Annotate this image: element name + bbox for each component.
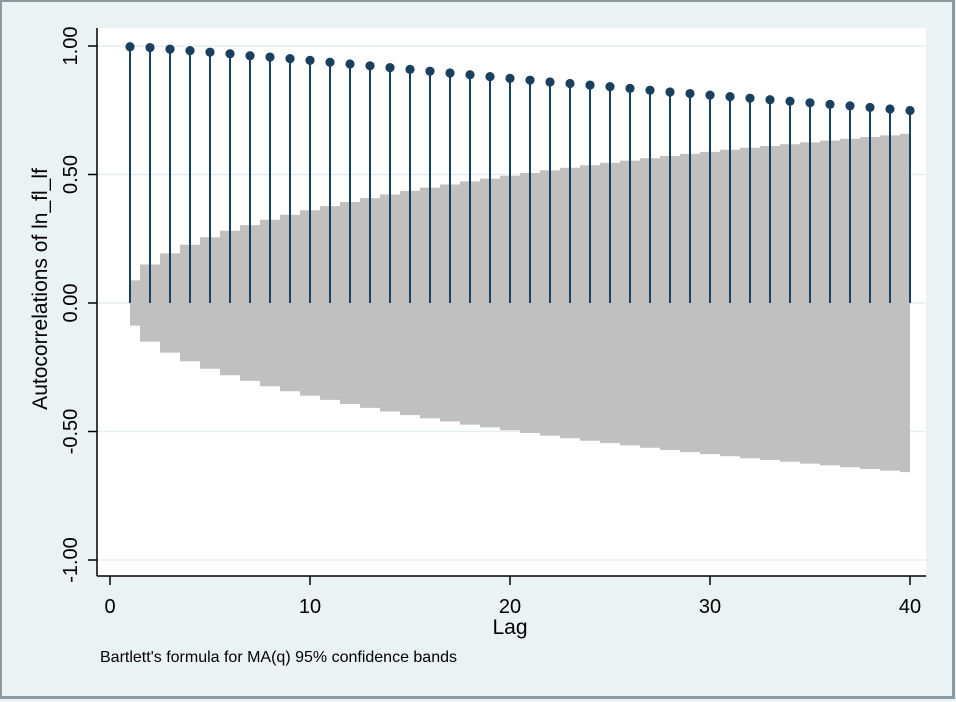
- x-tick-label: 40: [899, 596, 921, 618]
- acf-point: [465, 70, 475, 80]
- y-tick-label: 0.50: [60, 155, 82, 194]
- acf-point: [825, 99, 835, 109]
- acf-point: [525, 75, 535, 85]
- x-tick-label: 10: [299, 596, 321, 618]
- x-axis-ticks: 0 10 20 30 40: [104, 576, 921, 618]
- acf-point: [865, 102, 875, 113]
- acf-point: [145, 42, 155, 53]
- acf-point: [345, 59, 355, 69]
- acf-point: [725, 92, 735, 102]
- acf-point: [765, 95, 775, 105]
- acf-point: [645, 85, 655, 95]
- y-tick-label: -0.50: [60, 409, 82, 455]
- chart-note: Bartlett's formula for MA(q) 95% confide…: [100, 649, 457, 666]
- y-tick-label: -1.00: [60, 537, 82, 583]
- acf-point: [805, 98, 815, 108]
- acf-point: [325, 57, 335, 67]
- acf-stems: [125, 42, 915, 303]
- acf-point: [285, 53, 295, 64]
- x-tick-label: 30: [699, 596, 721, 618]
- y-tick-label: 1.00: [60, 27, 82, 66]
- y-axis-label: Autocorrelations of ln_fl_lf: [29, 168, 52, 410]
- acf-point: [785, 96, 795, 106]
- acf-point: [225, 49, 235, 59]
- acf-point: [905, 105, 915, 116]
- acf-point: [745, 93, 755, 103]
- x-tick-label: 0: [104, 596, 115, 618]
- acf-point: [125, 42, 135, 52]
- acf-point: [565, 78, 575, 89]
- acf-point: [245, 51, 255, 61]
- acf-point: [885, 104, 895, 114]
- acf-point: [685, 88, 695, 99]
- acf-point: [545, 77, 555, 87]
- acf-point: [485, 71, 495, 82]
- acf-point: [505, 73, 515, 83]
- y-tick-label: 0.00: [60, 284, 82, 323]
- acf-point: [665, 87, 675, 97]
- acf-point: [205, 47, 215, 57]
- acf-point: [365, 61, 375, 71]
- acf-point: [425, 66, 435, 76]
- axes: [96, 28, 926, 577]
- x-tick-label: 20: [499, 596, 521, 618]
- x-axis-label: Lag: [492, 616, 527, 639]
- acf-point: [305, 55, 315, 65]
- acf-point: [385, 62, 395, 73]
- acf-point: [445, 68, 455, 78]
- acf-point: [185, 46, 195, 56]
- acf-point: [405, 64, 415, 74]
- acf-point: [705, 90, 715, 100]
- acf-point: [265, 52, 275, 62]
- acf-point: [625, 83, 635, 94]
- acf-point: [605, 82, 615, 92]
- y-axis-ticks: -1.00 -0.50 0.00 0.50 1.00: [60, 27, 97, 583]
- confidence-band: [130, 133, 910, 473]
- acf-point: [585, 80, 595, 90]
- acf-point: [165, 44, 175, 54]
- acf-point: [845, 101, 855, 111]
